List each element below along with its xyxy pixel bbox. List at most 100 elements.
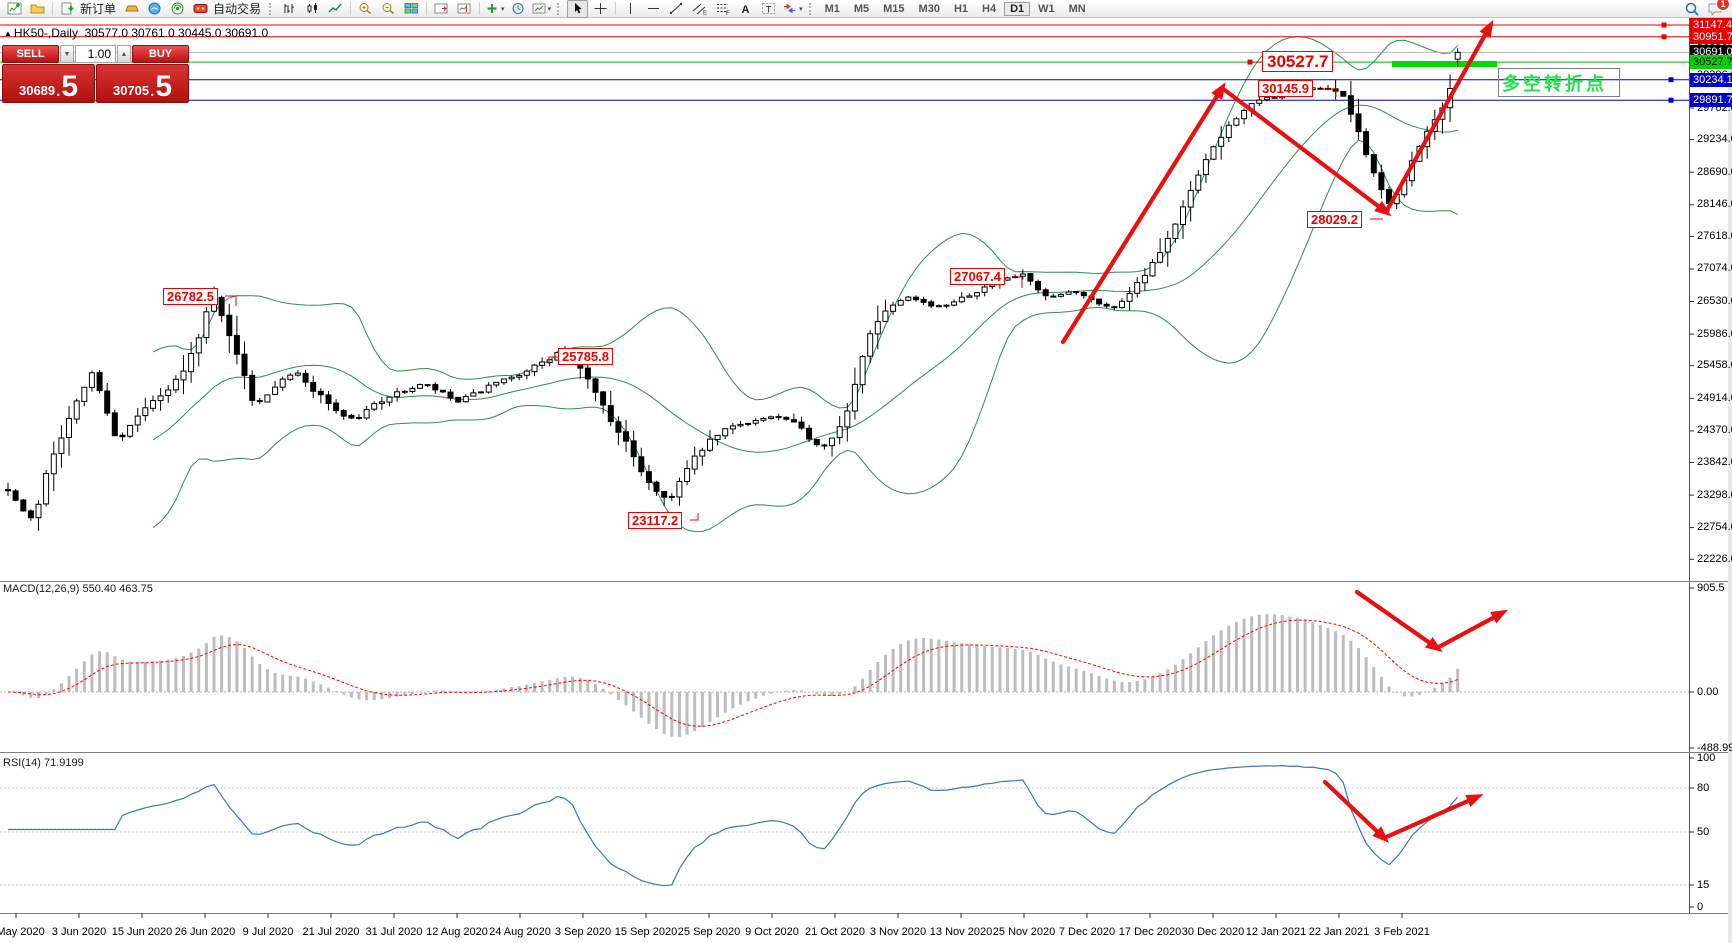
candle-body xyxy=(249,374,256,401)
timeframe-M30[interactable]: M30 xyxy=(918,3,940,15)
candle-body xyxy=(27,510,34,519)
timeframe-W1[interactable]: W1 xyxy=(1038,3,1055,15)
macd-pane[interactable] xyxy=(0,614,1689,737)
candle-body xyxy=(1233,118,1240,126)
turning-point-label[interactable]: 多空转折点 xyxy=(1498,68,1620,97)
bar-chart-icon[interactable] xyxy=(279,0,300,18)
trend-arrow-line[interactable] xyxy=(1354,589,1440,651)
price-callout[interactable]: 28029.2 xyxy=(1307,211,1362,228)
line-handle[interactable] xyxy=(1668,97,1674,103)
price-callout[interactable]: 30527.7 xyxy=(1262,51,1334,72)
line-handle[interactable] xyxy=(1661,34,1667,40)
candle-body xyxy=(43,473,50,505)
zoom-out-icon[interactable] xyxy=(378,0,399,18)
gold-icon[interactable] xyxy=(121,0,142,18)
date-label: 15 Sep 2020 xyxy=(614,926,678,938)
chart-profiles-icon[interactable] xyxy=(27,0,48,18)
auto-trading-icon[interactable] xyxy=(190,0,211,18)
candle-body xyxy=(630,440,637,458)
volume-down-button[interactable]: ▼ xyxy=(60,45,74,63)
volume-up-button[interactable]: ▲ xyxy=(117,45,131,63)
candle-body xyxy=(607,405,614,423)
buy-price-tile[interactable]: 30705. 5 xyxy=(96,64,189,103)
price-tick-label: 26530.0 xyxy=(1697,295,1732,307)
candle-body xyxy=(1180,206,1186,225)
candle-body xyxy=(1019,273,1026,277)
rsi-line xyxy=(8,764,1459,887)
crosshair-icon[interactable] xyxy=(590,0,611,18)
timeframe-D1[interactable]: D1 xyxy=(1004,2,1031,16)
toolbar-separator xyxy=(426,2,428,15)
green-highlight-zone[interactable] xyxy=(1392,61,1497,67)
candle-body xyxy=(424,384,431,387)
candle-body xyxy=(150,400,156,409)
bollinger-upper-band xyxy=(152,35,1459,409)
date-label: 31 Jul 2020 xyxy=(365,926,423,938)
timeframe-H4[interactable]: H4 xyxy=(982,3,997,15)
trend-arrow-line[interactable] xyxy=(1219,85,1389,215)
price-callout[interactable]: 26782.5 xyxy=(163,288,218,305)
candlestick-chart-icon[interactable] xyxy=(302,0,323,18)
main-price-pane[interactable] xyxy=(0,22,1689,533)
bollinger-middle-band xyxy=(152,104,1458,453)
candle-body xyxy=(310,382,317,392)
price-callout[interactable]: 27067.4 xyxy=(950,268,1005,285)
trend-arrows[interactable] xyxy=(1060,19,1509,843)
trend-arrow-line[interactable] xyxy=(1322,779,1387,841)
price-callout[interactable]: 25785.8 xyxy=(558,348,613,365)
period-clock-icon[interactable] xyxy=(508,0,529,18)
macd-signal-line xyxy=(7,619,1458,727)
chart-template-icon[interactable]: ▾ xyxy=(531,0,553,18)
price-callout[interactable]: 23117.2 xyxy=(628,512,683,529)
trend-arrow-line[interactable] xyxy=(1060,85,1225,345)
timeframe-H1[interactable]: H1 xyxy=(953,3,969,15)
sell-price-tile[interactable]: 30689. 5 xyxy=(2,64,95,103)
cursor-icon[interactable] xyxy=(567,0,589,18)
text-label-icon[interactable]: T xyxy=(758,0,779,18)
timeframe-M15[interactable]: M15 xyxy=(883,3,905,15)
trend-arrow-line[interactable] xyxy=(1383,23,1493,215)
search-icon[interactable] xyxy=(1681,0,1702,18)
price-callout[interactable]: 30145.9 xyxy=(1258,80,1313,97)
shift-end-icon[interactable] xyxy=(454,0,475,18)
timeframe-MN[interactable]: MN xyxy=(1068,3,1086,15)
line-handle[interactable] xyxy=(1668,77,1674,83)
trend-arrow-line[interactable] xyxy=(1434,610,1505,651)
trend-line-icon[interactable] xyxy=(666,0,687,18)
timeframe-M5[interactable]: M5 xyxy=(853,3,870,15)
trend-arrow-line[interactable] xyxy=(1381,794,1480,841)
candle-body xyxy=(180,370,187,381)
timeframe-M1[interactable]: M1 xyxy=(824,3,840,15)
tile-windows-icon[interactable] xyxy=(401,0,422,18)
buy-button[interactable]: BUY xyxy=(132,45,189,63)
community-icon[interactable] xyxy=(144,0,165,18)
candle-body xyxy=(790,419,797,423)
indicator-tick-label: 905.5 xyxy=(1697,581,1725,594)
chat-icon[interactable]: 1 xyxy=(1704,0,1730,18)
signals-icon[interactable] xyxy=(167,0,188,18)
text-icon[interactable]: A xyxy=(735,0,756,18)
sell-button[interactable]: SELL xyxy=(2,45,59,63)
rsi-label: RSI(14) 71.9199 xyxy=(3,757,84,769)
vertical-line-icon[interactable] xyxy=(620,0,641,18)
equidistant-channel-icon[interactable]: E xyxy=(689,0,710,18)
candle-body xyxy=(645,471,652,484)
volume-input[interactable]: 1.00 xyxy=(75,45,116,63)
auto-trading-label[interactable]: 自动交易 xyxy=(213,2,262,16)
add-indicator-icon[interactable]: ▾ xyxy=(484,0,506,18)
arrow-shapes-icon[interactable]: ▾ xyxy=(781,0,804,18)
new-order-icon[interactable] xyxy=(57,0,78,18)
fibonacci-icon[interactable]: F xyxy=(712,0,733,18)
new-order-label[interactable]: 新订单 xyxy=(80,2,117,16)
date-label: 9 Jul 2020 xyxy=(242,926,294,938)
candle-body xyxy=(157,395,164,402)
rsi-pane[interactable] xyxy=(0,764,1689,887)
horizontal-line-icon[interactable] xyxy=(643,0,664,18)
shift-chart-icon[interactable] xyxy=(431,0,452,18)
new-chart-icon[interactable] xyxy=(4,0,25,18)
toolbar-separator xyxy=(615,2,617,15)
zoom-in-icon[interactable] xyxy=(355,0,376,18)
line-chart-icon[interactable] xyxy=(325,0,346,18)
line-handle[interactable] xyxy=(1661,22,1667,28)
